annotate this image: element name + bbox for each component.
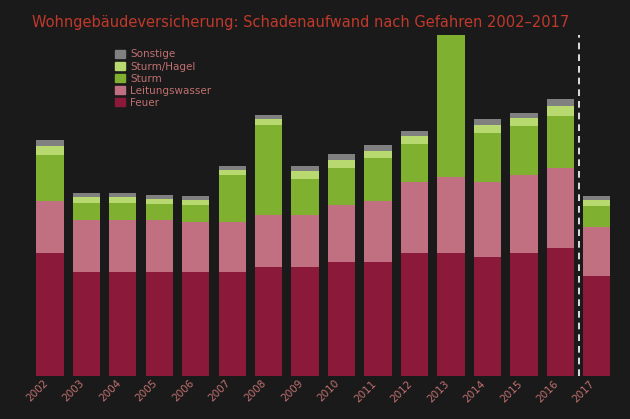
Bar	[37, 155, 64, 201]
Bar	[219, 222, 246, 272]
Bar	[510, 253, 537, 375]
Bar	[219, 170, 246, 175]
Bar	[474, 119, 501, 125]
Bar	[255, 125, 282, 215]
Bar	[146, 199, 173, 204]
Bar	[547, 106, 574, 116]
Bar	[437, 177, 464, 253]
Bar	[255, 215, 282, 267]
Bar	[109, 272, 137, 375]
Bar	[364, 201, 392, 262]
Bar	[182, 272, 209, 375]
Bar	[146, 195, 173, 199]
Bar	[146, 204, 173, 220]
Bar	[219, 166, 246, 170]
Bar	[510, 126, 537, 175]
Bar	[437, 16, 464, 26]
Bar	[364, 150, 392, 158]
Bar	[547, 168, 574, 248]
Bar	[437, 26, 464, 177]
Bar	[583, 276, 610, 375]
Bar	[583, 196, 610, 200]
Bar	[474, 257, 501, 375]
Bar	[364, 158, 392, 201]
Bar	[37, 253, 64, 375]
Bar	[547, 248, 574, 375]
Bar	[255, 115, 282, 119]
Bar	[255, 119, 282, 125]
Bar	[72, 193, 100, 197]
Legend: Sonstige, Sturm/Hagel, Sturm, Leitungswasser, Feuer: Sonstige, Sturm/Hagel, Sturm, Leitungswa…	[113, 47, 214, 110]
Bar	[364, 262, 392, 375]
Bar	[182, 200, 209, 205]
Bar	[401, 182, 428, 253]
Bar	[146, 272, 173, 375]
Bar	[182, 205, 209, 222]
Bar	[328, 154, 355, 160]
Bar	[437, 10, 464, 16]
Bar	[292, 166, 319, 171]
Bar	[583, 227, 610, 276]
Bar	[328, 168, 355, 205]
Bar	[182, 196, 209, 200]
Bar	[292, 215, 319, 267]
Bar	[547, 98, 574, 106]
Bar	[255, 267, 282, 375]
Bar	[72, 272, 100, 375]
Bar	[146, 220, 173, 272]
Bar	[328, 160, 355, 168]
Bar	[37, 146, 64, 155]
Bar	[474, 182, 501, 257]
Bar	[401, 144, 428, 182]
Bar	[182, 222, 209, 272]
Bar	[292, 267, 319, 375]
Bar	[109, 202, 137, 220]
Bar	[474, 133, 501, 182]
Bar	[510, 175, 537, 253]
Bar	[474, 125, 501, 133]
Bar	[401, 137, 428, 144]
Bar	[109, 193, 137, 197]
Bar	[510, 113, 537, 119]
Bar	[292, 171, 319, 179]
Bar	[328, 262, 355, 375]
Bar	[401, 253, 428, 375]
Bar	[547, 116, 574, 168]
Bar	[401, 131, 428, 137]
Bar	[364, 145, 392, 150]
Bar	[37, 201, 64, 253]
Bar	[219, 272, 246, 375]
Bar	[292, 179, 319, 215]
Bar	[583, 200, 610, 207]
Bar	[328, 205, 355, 262]
Bar	[109, 197, 137, 202]
Bar	[72, 202, 100, 220]
Bar	[510, 119, 537, 126]
Bar	[109, 220, 137, 272]
Text: Wohngebäudeversicherung: Schadenaufwand nach Gefahren 2002–2017: Wohngebäudeversicherung: Schadenaufwand …	[32, 15, 569, 30]
Bar	[219, 175, 246, 222]
Bar	[72, 197, 100, 202]
Bar	[437, 253, 464, 375]
Bar	[72, 220, 100, 272]
Bar	[37, 140, 64, 146]
Bar	[583, 207, 610, 227]
